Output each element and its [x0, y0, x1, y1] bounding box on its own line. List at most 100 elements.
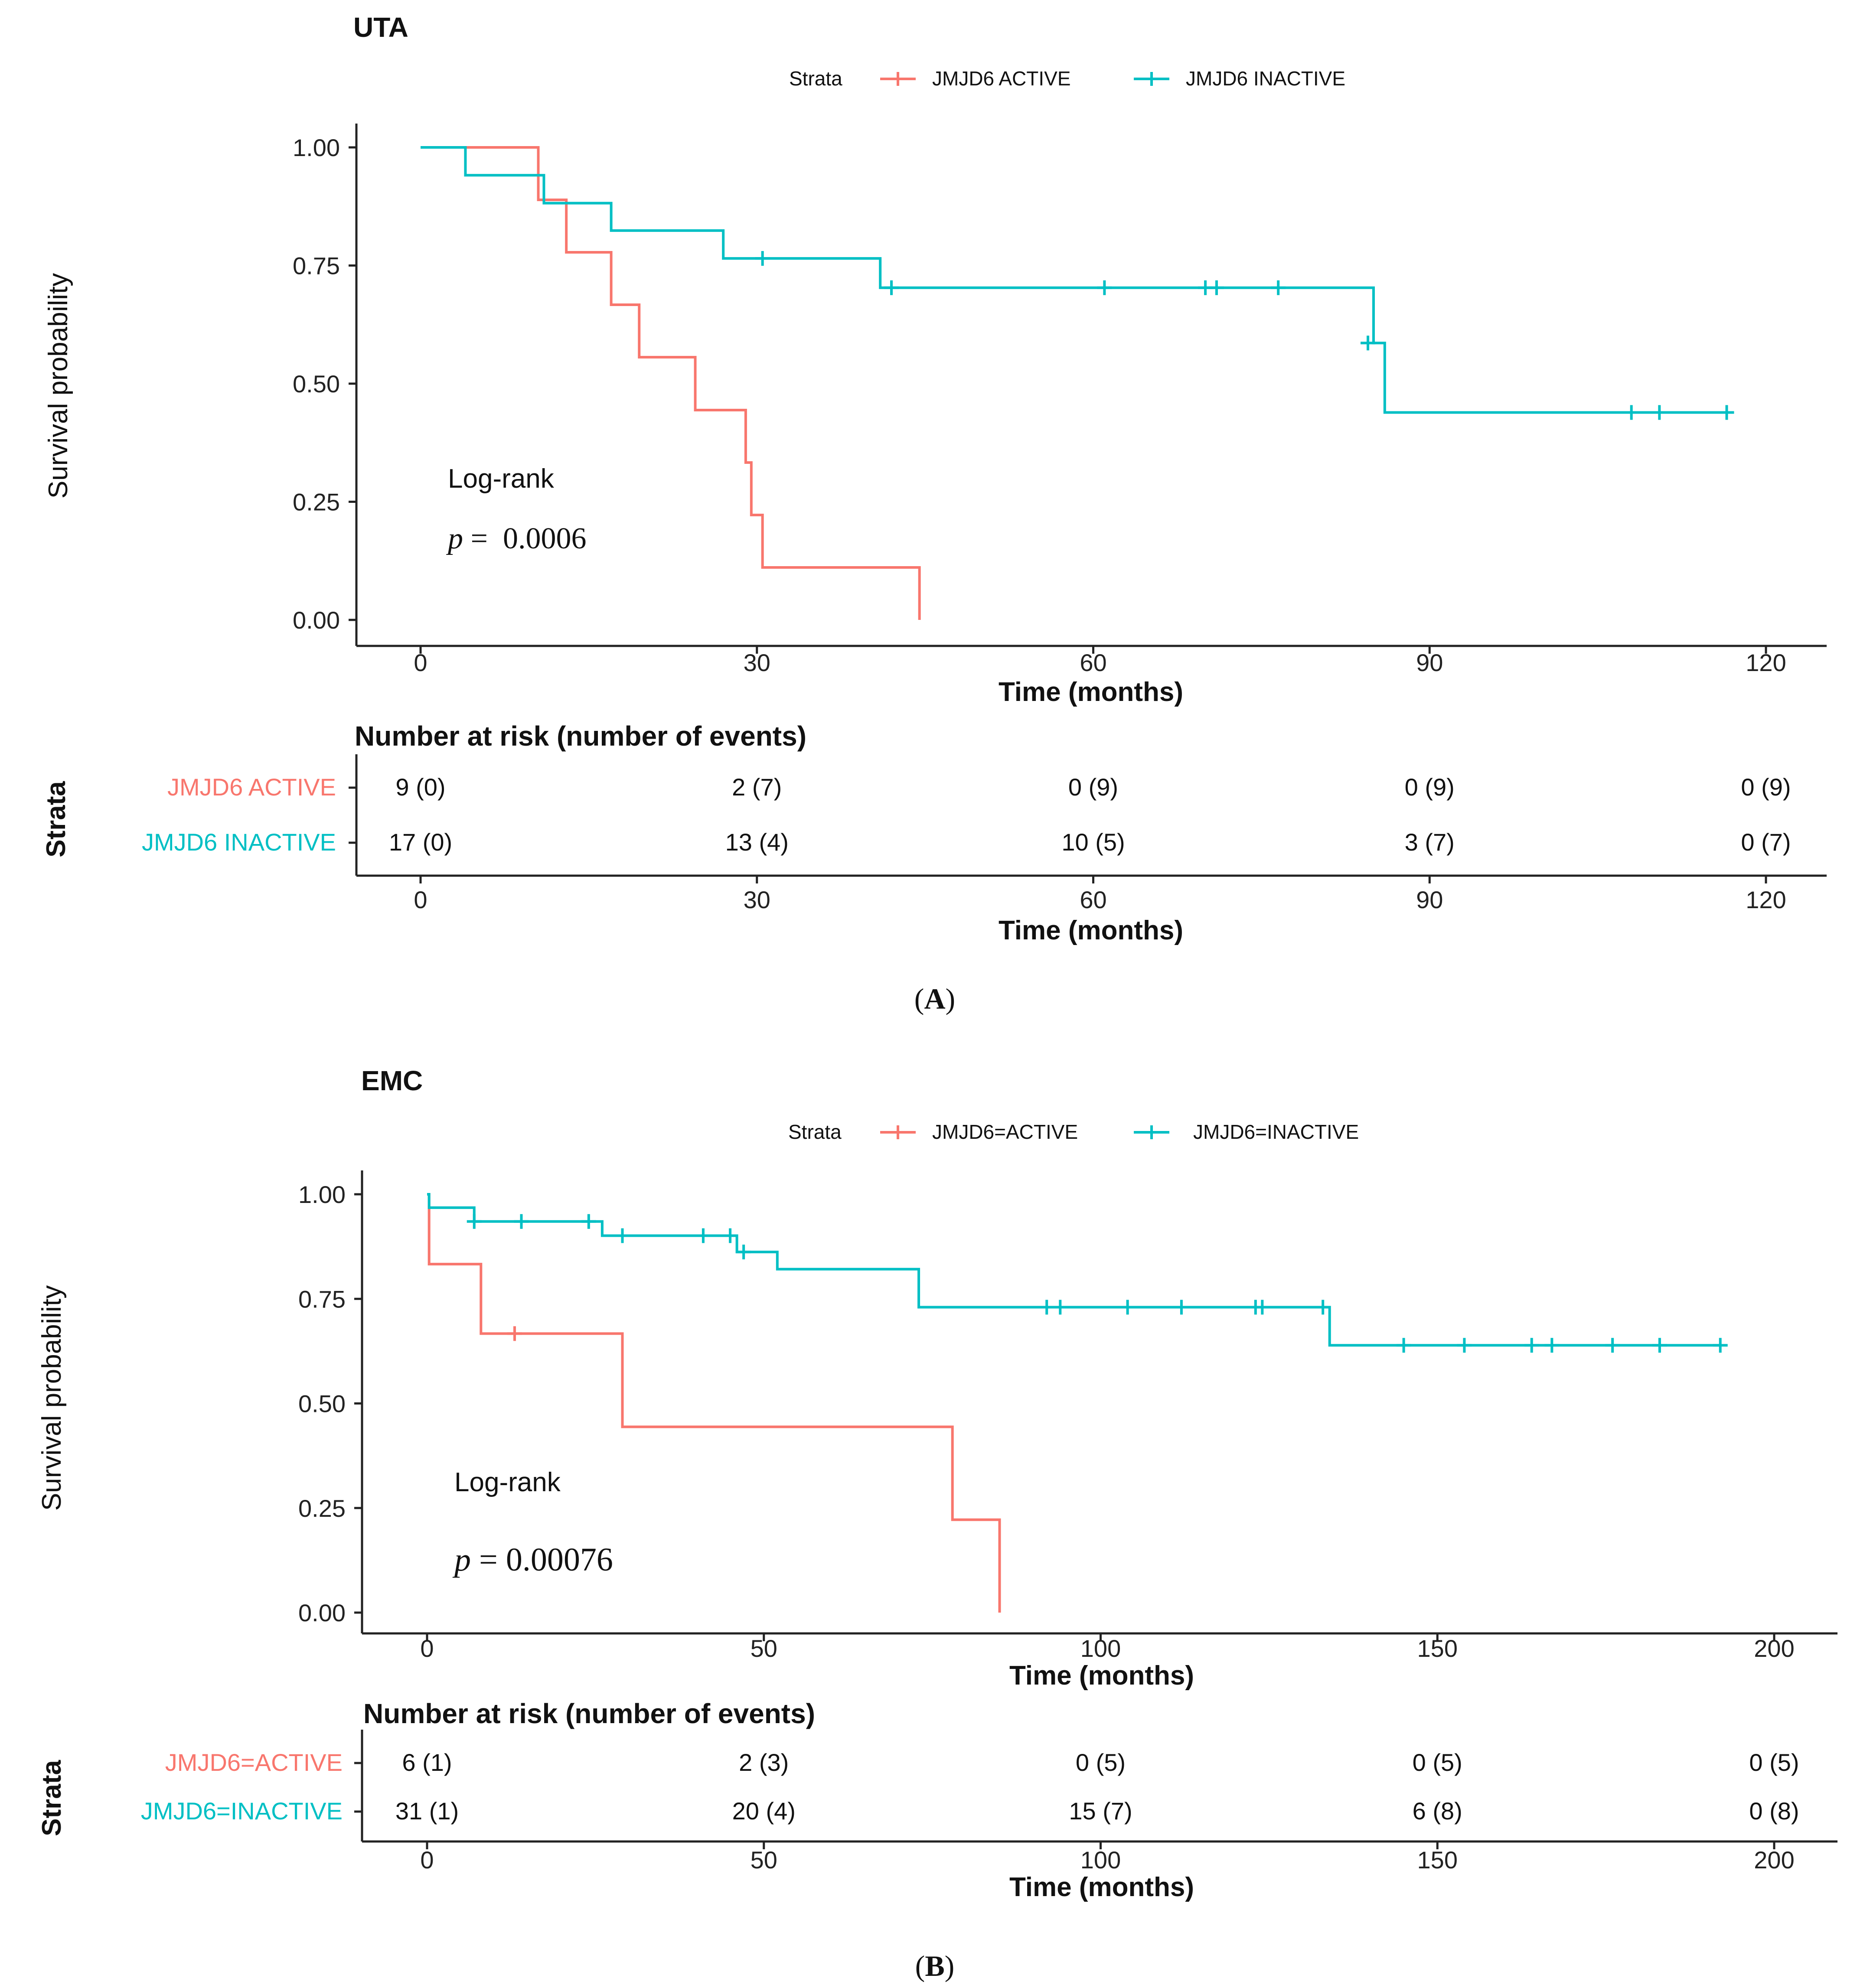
censor-mark — [1120, 1300, 1135, 1315]
risk-x-tick-label: 50 — [751, 1846, 777, 1874]
risk-x-tick-label: 120 — [1746, 886, 1786, 913]
censor-mark — [1652, 1338, 1667, 1353]
censor-mark — [736, 1245, 751, 1260]
x-tick-label: 50 — [751, 1635, 777, 1662]
censor-mark — [514, 1214, 529, 1229]
risk-row-label: JMJD6 INACTIVE — [142, 828, 336, 856]
y-axis-label-b: Survival probability — [37, 1285, 67, 1511]
risk-cell: 0 (9) — [1741, 773, 1791, 801]
risk-table-a: JMJD6 ACTIVE 9 (0) 2 (7) 0 (9) 0 (9) 0 (9) JMJ… — [142, 754, 1827, 913]
risk-table-x-axis-label-b: Time (months) — [1009, 1872, 1194, 1902]
censor-mark — [1396, 1338, 1411, 1353]
plot-area-a: 0.00 0.25 0.50 0.75 1.00 0 30 60 90 120 — [293, 124, 1827, 676]
censor-mark — [1544, 1338, 1560, 1353]
risk-table-strata-label-b: Strata — [37, 1760, 67, 1836]
risk-x-tick-label: 100 — [1080, 1846, 1121, 1874]
censor-mark — [723, 1228, 738, 1243]
km-curve-1 — [421, 146, 921, 620]
risk-cell: 2 (3) — [739, 1749, 789, 1776]
panel-a: UTA Strata JMJD6 ACTIVE JMJD6 INACTIVE Sur… — [41, 12, 1827, 1015]
risk-table-title-a: Number at risk (number of events) — [355, 720, 806, 752]
risk-x-tick-label: 60 — [1080, 886, 1106, 913]
censor-mark — [1361, 336, 1376, 351]
censor-mark — [1097, 280, 1112, 295]
risk-x-tick-label: 200 — [1754, 1846, 1794, 1874]
panel-label-b: (B) — [915, 1949, 955, 1982]
risk-x-tick-label: 0 — [420, 1846, 434, 1874]
legend-label-2: JMJD6 INACTIVE — [1186, 67, 1345, 90]
risk-table-strata-label-a: Strata — [41, 781, 71, 857]
y-tick-label: 0.50 — [293, 370, 340, 398]
legend-key-2 — [1134, 72, 1169, 86]
legend-key-2 — [1134, 1125, 1169, 1139]
risk-cell: 2 (7) — [732, 773, 782, 801]
km-curve-2 — [421, 146, 1733, 414]
x-axis-label-a: Time (months) — [999, 677, 1183, 707]
x-tick-label: 90 — [1416, 649, 1443, 676]
censor-mark — [1255, 1300, 1270, 1315]
legend-key-1 — [880, 72, 916, 86]
censor-mark — [1315, 1300, 1331, 1315]
legend-title: Strata — [788, 1121, 842, 1143]
x-tick-label: 0 — [414, 649, 427, 676]
risk-cell: 0 (8) — [1749, 1797, 1799, 1825]
risk-cell: 0 (5) — [1076, 1749, 1126, 1776]
censor-mark — [695, 1228, 711, 1243]
censor-mark — [755, 251, 770, 266]
x-tick-label: 100 — [1080, 1635, 1121, 1662]
legend-title: Strata — [789, 67, 842, 90]
censor-mark — [884, 280, 899, 295]
censor-mark — [1209, 280, 1224, 295]
censor-mark — [1652, 405, 1667, 420]
risk-row-label: JMJD6=ACTIVE — [165, 1749, 343, 1776]
x-tick-label: 200 — [1754, 1635, 1794, 1662]
y-tick-label: 0.25 — [293, 489, 340, 516]
km-curve-1 — [427, 1193, 1001, 1613]
y-tick-label: 1.00 — [298, 1181, 346, 1208]
risk-cell: 13 (4) — [725, 828, 789, 856]
censor-mark — [615, 1228, 630, 1243]
censor-mark — [1713, 1338, 1728, 1353]
legend-b: Strata JMJD6=ACTIVE JMJD6=INACTIVE — [788, 1121, 1359, 1143]
legend-key-1 — [880, 1125, 916, 1139]
chart-title-b: EMC — [361, 1065, 423, 1096]
censor-mark — [1524, 1338, 1539, 1353]
y-tick-label: 0.50 — [298, 1390, 346, 1418]
risk-cell: 20 (4) — [732, 1797, 796, 1825]
chart-title-a: UTA — [353, 12, 408, 43]
risk-cell: 0 (9) — [1405, 773, 1455, 801]
censor-mark — [1719, 405, 1734, 420]
legend-label-1: JMJD6=ACTIVE — [932, 1121, 1078, 1143]
censor-mark — [507, 1326, 522, 1341]
risk-cell: 6 (1) — [402, 1749, 452, 1776]
logrank-label-a: Log-rank — [448, 464, 555, 494]
censor-mark — [1605, 1338, 1620, 1353]
x-tick-label: 60 — [1080, 649, 1106, 676]
x-tick-label: 150 — [1417, 1635, 1458, 1662]
risk-cell: 9 (0) — [395, 773, 445, 801]
legend-label-2: JMJD6=INACTIVE — [1193, 1121, 1359, 1143]
risk-cell: 0 (5) — [1413, 1749, 1462, 1776]
risk-cell: 10 (5) — [1061, 828, 1125, 856]
y-tick-label: 0.75 — [298, 1285, 346, 1313]
censor-mark — [1039, 1300, 1054, 1315]
x-tick-label: 120 — [1746, 649, 1786, 676]
censor-mark — [1624, 405, 1639, 420]
risk-x-tick-label: 150 — [1417, 1846, 1458, 1874]
risk-x-tick-label: 90 — [1416, 886, 1443, 913]
panel-label-a: (A) — [914, 982, 955, 1015]
risk-row-label: JMJD6 ACTIVE — [167, 773, 336, 801]
y-tick-label: 1.00 — [293, 134, 340, 161]
risk-cell: 0 (7) — [1741, 828, 1791, 856]
risk-table-title-b: Number at risk (number of events) — [363, 1698, 815, 1729]
y-tick-label: 0.75 — [293, 252, 340, 280]
logrank-label-b: Log-rank — [454, 1467, 561, 1497]
risk-cell: 6 (8) — [1413, 1797, 1462, 1825]
censor-mark — [581, 1214, 596, 1229]
plot-area-b: 0.00 0.25 0.50 0.75 1.00 0 50 100 150 200 — [298, 1170, 1837, 1662]
risk-cell: 0 (5) — [1749, 1749, 1799, 1776]
legend-label-1: JMJD6 ACTIVE — [932, 67, 1071, 90]
km-curve-2 — [427, 1193, 1720, 1347]
censor-mark — [467, 1214, 482, 1229]
